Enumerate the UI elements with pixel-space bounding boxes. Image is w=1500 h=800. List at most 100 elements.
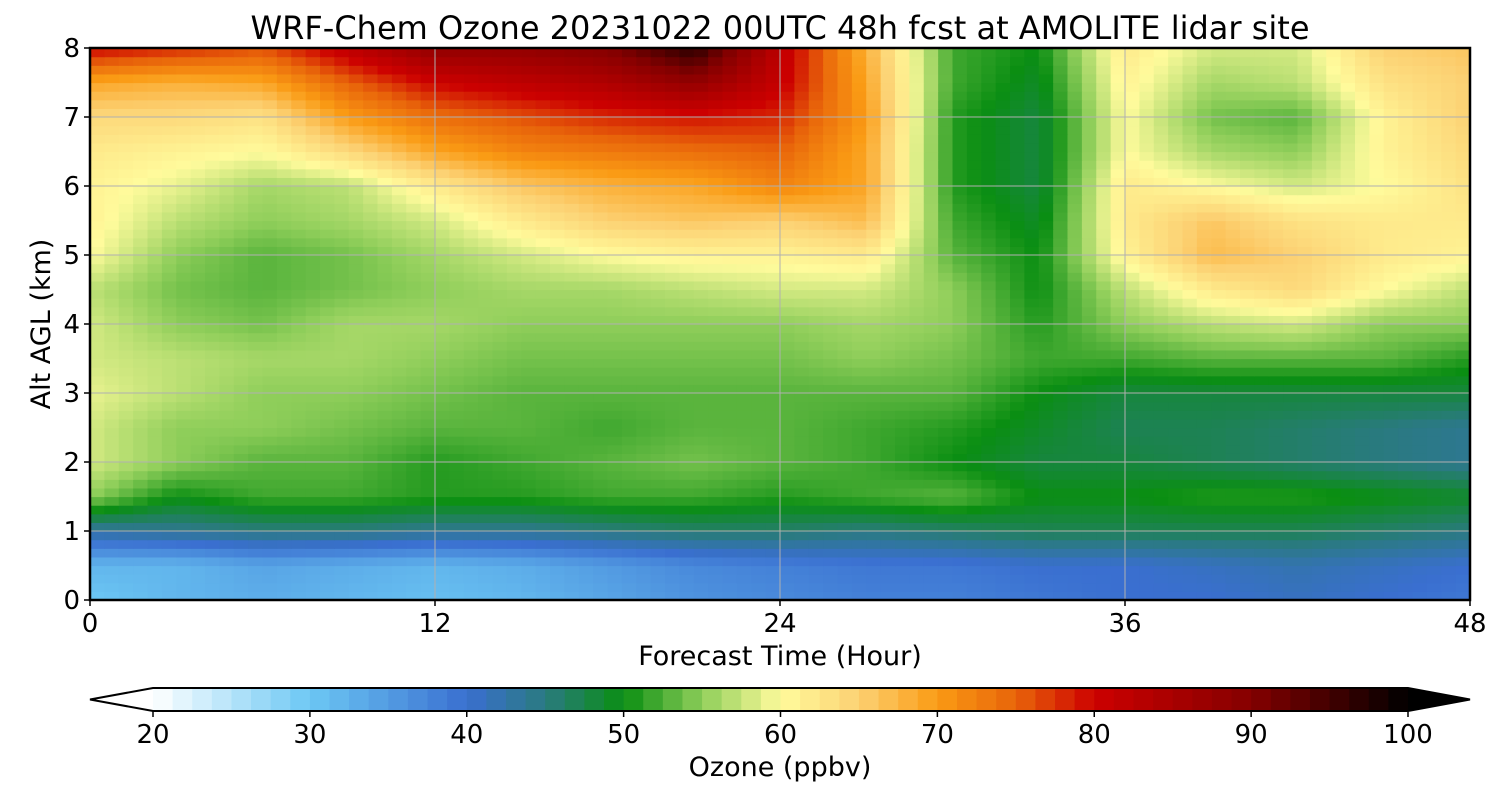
heatmap-cell bbox=[248, 548, 264, 558]
heatmap-cell bbox=[1153, 203, 1169, 213]
heatmap-cell bbox=[1383, 280, 1399, 291]
heatmap-cell bbox=[521, 324, 537, 334]
heatmap-cell bbox=[334, 263, 350, 273]
heatmap-cell bbox=[1225, 410, 1241, 420]
heatmap-cell bbox=[593, 280, 609, 291]
heatmap-cell bbox=[1412, 160, 1428, 170]
heatmap-cell bbox=[1268, 177, 1284, 187]
heatmap-cell bbox=[521, 211, 537, 222]
heatmap-cell bbox=[1182, 375, 1198, 385]
heatmap-cell bbox=[722, 220, 738, 230]
heatmap-cell bbox=[866, 479, 882, 489]
heatmap-cell bbox=[995, 496, 1011, 506]
heatmap-cell bbox=[420, 272, 436, 282]
heatmap-cell bbox=[650, 315, 666, 325]
heatmap-cell bbox=[1182, 220, 1198, 230]
heatmap-cell bbox=[736, 470, 752, 480]
heatmap-cell bbox=[320, 548, 335, 558]
heatmap-cell bbox=[1010, 306, 1025, 316]
heatmap-cell bbox=[765, 444, 781, 454]
heatmap-cell bbox=[593, 341, 609, 351]
heatmap-cell bbox=[1225, 298, 1241, 308]
heatmap-cell bbox=[693, 367, 709, 377]
heatmap-cell bbox=[981, 462, 997, 472]
heatmap-cell bbox=[665, 324, 680, 334]
heatmap-cell bbox=[118, 574, 134, 584]
heatmap-cell bbox=[521, 513, 537, 523]
heatmap-cell bbox=[1311, 220, 1327, 230]
heatmap-cell bbox=[1455, 358, 1471, 368]
heatmap-cell bbox=[995, 211, 1011, 222]
heatmap-cell bbox=[1125, 289, 1140, 299]
heatmap-cell bbox=[938, 298, 954, 308]
heatmap-cell bbox=[190, 375, 206, 385]
heatmap-cell bbox=[1340, 211, 1356, 222]
heatmap-cell bbox=[463, 263, 479, 273]
heatmap-cell bbox=[923, 324, 939, 334]
heatmap-cell bbox=[1010, 168, 1025, 178]
heatmap-cell bbox=[1182, 470, 1198, 480]
heatmap-cell bbox=[736, 349, 752, 360]
heatmap-cell bbox=[506, 324, 522, 334]
heatmap-cell bbox=[133, 177, 149, 187]
heatmap-cell bbox=[1211, 280, 1227, 291]
heatmap-cell bbox=[104, 462, 120, 472]
heatmap-cell bbox=[1067, 574, 1083, 584]
heatmap-cell bbox=[205, 246, 220, 256]
heatmap-cell bbox=[1067, 298, 1083, 308]
heatmap-cell bbox=[1038, 436, 1054, 446]
heatmap-cell bbox=[492, 194, 508, 204]
heatmap-cell bbox=[1398, 574, 1414, 584]
heatmap-cell bbox=[693, 496, 709, 506]
heatmap-cell bbox=[679, 487, 695, 498]
heatmap-cell bbox=[636, 418, 652, 429]
heatmap-cell bbox=[780, 565, 795, 575]
heatmap-cell bbox=[190, 263, 206, 273]
heatmap-cell bbox=[1168, 186, 1184, 196]
heatmap-cell bbox=[334, 401, 350, 411]
heatmap-cell bbox=[564, 582, 580, 592]
heatmap-cell bbox=[463, 539, 479, 549]
heatmap-cell bbox=[880, 496, 896, 506]
heatmap-cell bbox=[1240, 462, 1255, 472]
heatmap-cell bbox=[679, 427, 695, 437]
heatmap-cell bbox=[463, 479, 479, 489]
heatmap-cell bbox=[492, 358, 508, 368]
heatmap-cell bbox=[1297, 229, 1313, 239]
heatmap-cell bbox=[1326, 436, 1342, 446]
heatmap-cell bbox=[133, 194, 149, 204]
heatmap-cell bbox=[248, 375, 264, 385]
heatmap-cell bbox=[981, 444, 997, 454]
heatmap-cell bbox=[823, 479, 839, 489]
heatmap-cell bbox=[133, 160, 149, 170]
heatmap-cell bbox=[1455, 470, 1471, 480]
heatmap-cell bbox=[1096, 591, 1112, 601]
heatmap-cell bbox=[391, 186, 407, 196]
heatmap-cell bbox=[1182, 539, 1198, 549]
heatmap-cell bbox=[1196, 177, 1212, 187]
heatmap-cell bbox=[880, 211, 896, 222]
heatmap-cell bbox=[938, 470, 954, 480]
heatmap-cell bbox=[1398, 177, 1414, 187]
heatmap-cell bbox=[1297, 358, 1313, 368]
heatmap-cell bbox=[1139, 246, 1155, 256]
heatmap-cell bbox=[391, 229, 407, 239]
heatmap-cell bbox=[708, 151, 724, 161]
heatmap-cell bbox=[1225, 375, 1241, 385]
heatmap-cell bbox=[650, 358, 666, 368]
heatmap-cell bbox=[1268, 384, 1284, 394]
heatmap-cell bbox=[794, 349, 810, 360]
heatmap-cell bbox=[262, 186, 278, 196]
heatmap-cell bbox=[90, 418, 105, 429]
heatmap-cell bbox=[463, 298, 479, 308]
heatmap-cell bbox=[1426, 280, 1442, 291]
heatmap-cell bbox=[1426, 556, 1442, 567]
heatmap-cell bbox=[995, 298, 1011, 308]
heatmap-cell bbox=[895, 531, 910, 541]
heatmap-cell bbox=[909, 591, 925, 601]
heatmap-cell bbox=[866, 393, 882, 403]
heatmap-cell bbox=[736, 203, 752, 213]
heatmap-cell bbox=[621, 306, 637, 316]
heatmap-cell bbox=[90, 324, 105, 334]
heatmap-cell bbox=[492, 237, 508, 247]
